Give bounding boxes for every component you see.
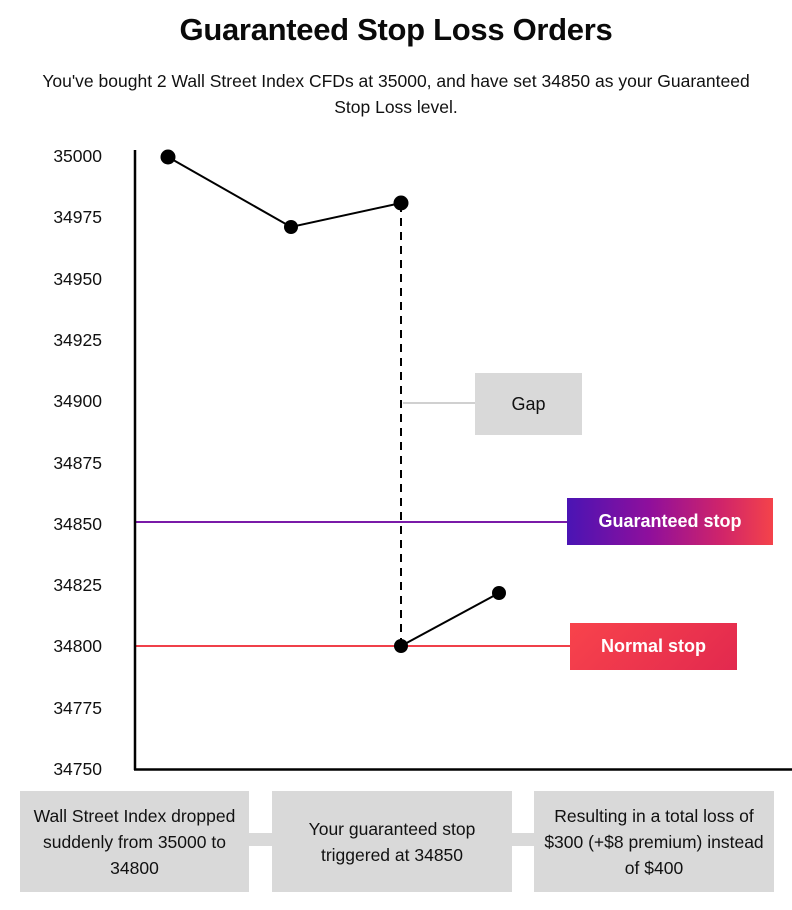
normal-stop-label: Normal stop	[570, 623, 737, 670]
data-point	[393, 195, 409, 211]
price-line-after-gap	[400, 592, 500, 647]
step-box-trigger: Your guaranteed stop triggered at 34850	[272, 791, 512, 892]
data-point	[492, 586, 506, 600]
data-point	[394, 639, 408, 653]
step-connector	[511, 833, 535, 846]
price-chart	[133, 149, 792, 771]
step-connector	[248, 833, 272, 846]
guaranteed-stop-label: Guaranteed stop	[567, 498, 773, 545]
page-subtitle: You've bought 2 Wall Street Index CFDs a…	[42, 71, 750, 117]
step-box-drop: Wall Street Index dropped suddenly from …	[20, 791, 249, 892]
y-tick-label: 34825	[53, 575, 102, 596]
y-tick-label: 34950	[53, 268, 102, 289]
price-line-before-gap	[167, 156, 402, 229]
y-tick-label: 34850	[53, 513, 102, 534]
y-tick-label: 35000	[53, 146, 102, 166]
data-point	[284, 220, 298, 234]
y-tick-label: 34800	[53, 636, 102, 657]
y-tick-label: 34900	[53, 391, 102, 412]
y-tick-label: 34925	[53, 329, 102, 350]
page-title: Guaranteed Stop Loss Orders	[179, 12, 613, 47]
y-tick-label: 34775	[53, 697, 102, 718]
y-tick-label: 34975	[53, 207, 102, 228]
gap-label: Gap	[475, 373, 582, 435]
step-box-result: Resulting in a total loss of $300 (+$8 p…	[534, 791, 774, 892]
data-point	[160, 149, 176, 165]
y-tick-label: 34750	[53, 759, 102, 779]
y-tick-label: 34875	[53, 452, 102, 473]
